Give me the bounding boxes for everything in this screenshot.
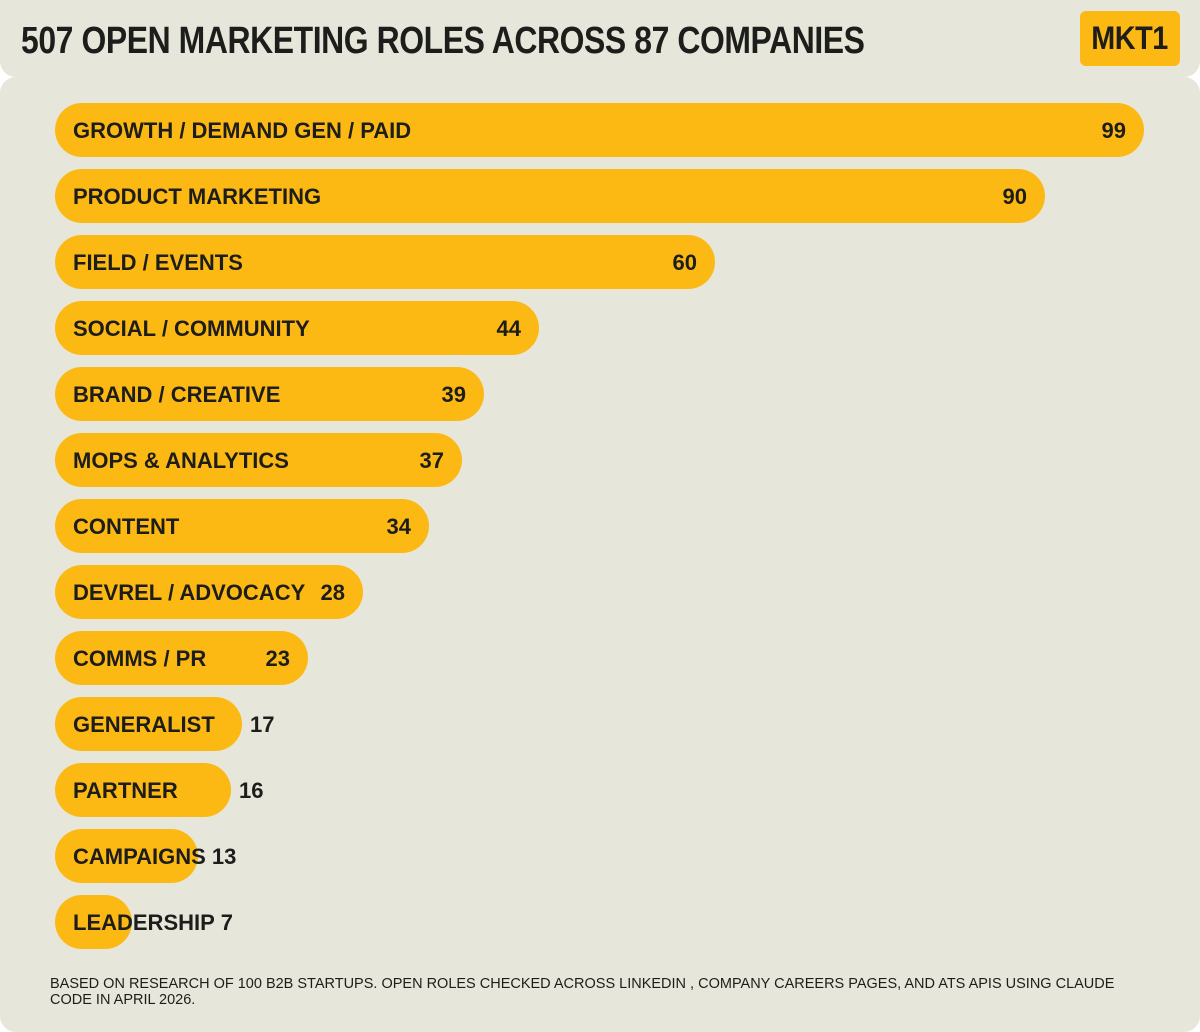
bar-row: FIELD / EVENTS 60 xyxy=(55,235,715,289)
header: 507 OPEN MARKETING ROLES ACROSS 87 COMPA… xyxy=(0,0,1200,77)
bar xyxy=(55,829,198,883)
bar-label: FIELD / EVENTS xyxy=(73,250,243,275)
chart-title: 507 OPEN MARKETING ROLES ACROSS 87 COMPA… xyxy=(21,20,865,62)
bar-row: CAMPAIGNS 13 xyxy=(55,829,236,883)
bar-label: PRODUCT MARKETING xyxy=(73,184,321,209)
footnote: BASED ON RESEARCH OF 100 B2B STARTUPS. O… xyxy=(50,976,1115,1008)
bar-value-label: 90 xyxy=(1003,184,1027,209)
bar xyxy=(55,367,484,421)
bar-label: LEADERSHIP xyxy=(73,910,215,935)
bar-row: CONTENT 34 xyxy=(55,499,429,553)
bar-row: COMMS / PR 23 xyxy=(55,631,308,685)
bar-value-label: 37 xyxy=(420,448,444,473)
bar-row: BRAND / CREATIVE 39 xyxy=(55,367,484,421)
bar-row: MOPS & ANALYTICS 37 xyxy=(55,433,462,487)
bar-label: PARTNER xyxy=(73,778,178,803)
bar-label: DEVREL / ADVOCACY xyxy=(73,580,306,605)
bar xyxy=(55,103,1144,157)
bar-value-label: 28 xyxy=(321,580,345,605)
bar-value-label: 7 xyxy=(221,910,233,935)
bar xyxy=(55,763,231,817)
bar-row: DEVREL / ADVOCACY 28 xyxy=(55,565,363,619)
bar-value-label: 60 xyxy=(673,250,697,275)
chart-panel: GROWTH / DEMAND GEN / PAID 99 PRODUCT MARK… xyxy=(0,77,1200,1032)
bar-label: MOPS & ANALYTICS xyxy=(73,448,289,473)
bar-value-label: 17 xyxy=(250,712,274,737)
bar-chart: GROWTH / DEMAND GEN / PAID 99 PRODUCT MARK… xyxy=(55,103,1144,949)
bar-value-label: 23 xyxy=(266,646,290,671)
bar-label: BRAND / CREATIVE xyxy=(73,382,280,407)
bar-label: SOCIAL / COMMUNITY xyxy=(73,316,310,341)
bar-value-label: 13 xyxy=(212,844,236,869)
bar-label: COMMS / PR xyxy=(73,646,206,671)
bar xyxy=(55,433,462,487)
bar xyxy=(55,301,539,355)
bar xyxy=(55,895,132,949)
mkt1-logo: MKT1 xyxy=(1080,11,1180,66)
bar-value-label: 44 xyxy=(497,316,522,341)
bar-row: GENERALIST 17 xyxy=(55,697,274,751)
bar-value-label: 99 xyxy=(1102,118,1126,143)
bar-label: CAMPAIGNS xyxy=(73,844,206,869)
bar xyxy=(55,631,308,685)
bar-row: SOCIAL / COMMUNITY 44 xyxy=(55,301,539,355)
bar xyxy=(55,565,363,619)
bar xyxy=(55,499,429,553)
bar-value-label: 16 xyxy=(239,778,263,803)
bar xyxy=(55,169,1045,223)
bar-row: GROWTH / DEMAND GEN / PAID 99 xyxy=(55,103,1144,157)
logo-text: MKT1 xyxy=(1091,20,1169,56)
bar-row: LEADERSHIP 7 xyxy=(55,895,233,949)
bar-label: CONTENT xyxy=(73,514,180,539)
bar-label: GENERALIST xyxy=(73,712,215,737)
bar-label: GROWTH / DEMAND GEN / PAID xyxy=(73,118,411,143)
bar xyxy=(55,697,242,751)
bar xyxy=(55,235,715,289)
bar-value-label: 34 xyxy=(387,514,412,539)
bar-value-label: 39 xyxy=(442,382,466,407)
bar-row: PRODUCT MARKETING 90 xyxy=(55,169,1045,223)
bar-row: PARTNER 16 xyxy=(55,763,263,817)
